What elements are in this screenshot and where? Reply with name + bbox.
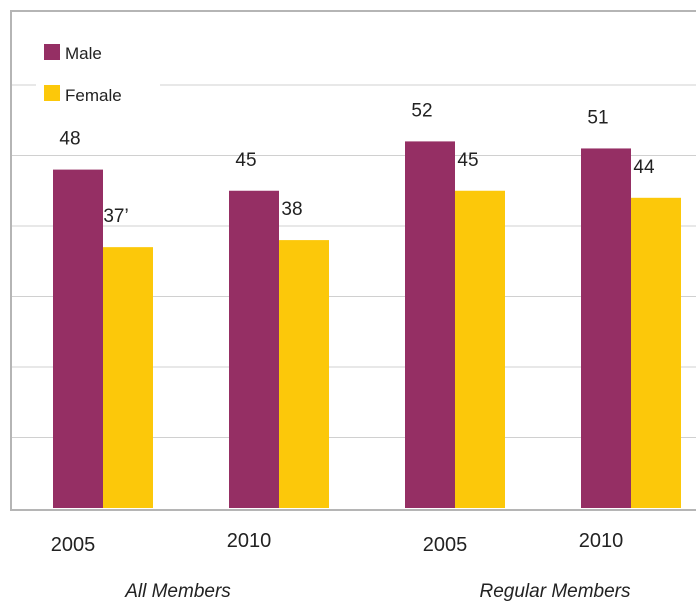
data-label-male: 52 bbox=[411, 100, 432, 121]
data-label-female: 45 bbox=[457, 150, 478, 171]
bar-female bbox=[631, 197, 681, 509]
x-tick-label: 2005 bbox=[423, 534, 468, 556]
legend-label-male: Male bbox=[65, 44, 102, 63]
data-label-male: 51 bbox=[587, 107, 608, 128]
legend-swatch-male bbox=[44, 44, 60, 60]
bar-male bbox=[405, 141, 455, 508]
group-label: All Members bbox=[124, 581, 231, 602]
plot-frame bbox=[10, 10, 696, 511]
x-tick-label: 2005 bbox=[51, 534, 96, 556]
x-tick-labels: 2005 2010 2005 2010 bbox=[51, 530, 624, 556]
x-tick-label: 2010 bbox=[227, 530, 272, 552]
legend: Male Female bbox=[44, 44, 122, 105]
group-label: Regular Members bbox=[480, 581, 631, 602]
bar-groups bbox=[53, 141, 681, 509]
bar-male bbox=[53, 169, 103, 508]
data-label-female: 44 bbox=[633, 157, 655, 178]
bar-female bbox=[279, 240, 329, 508]
x-tick-label: 2010 bbox=[579, 530, 624, 552]
bar-female bbox=[103, 247, 153, 508]
bar-male bbox=[581, 148, 631, 508]
bar-female bbox=[455, 190, 505, 508]
legend-label-female: Female bbox=[65, 86, 122, 105]
data-label-male: 45 bbox=[235, 150, 256, 171]
data-label-male: 48 bbox=[59, 129, 80, 150]
group-labels: All Members Regular Members bbox=[124, 581, 631, 602]
data-label-female: 37’ bbox=[103, 206, 128, 227]
bar-male bbox=[229, 190, 279, 508]
data-labels: 48 37’ 45 38 52 45 51 44 bbox=[59, 100, 655, 227]
data-label-female: 38 bbox=[281, 199, 302, 220]
legend-swatch-female bbox=[44, 85, 60, 101]
